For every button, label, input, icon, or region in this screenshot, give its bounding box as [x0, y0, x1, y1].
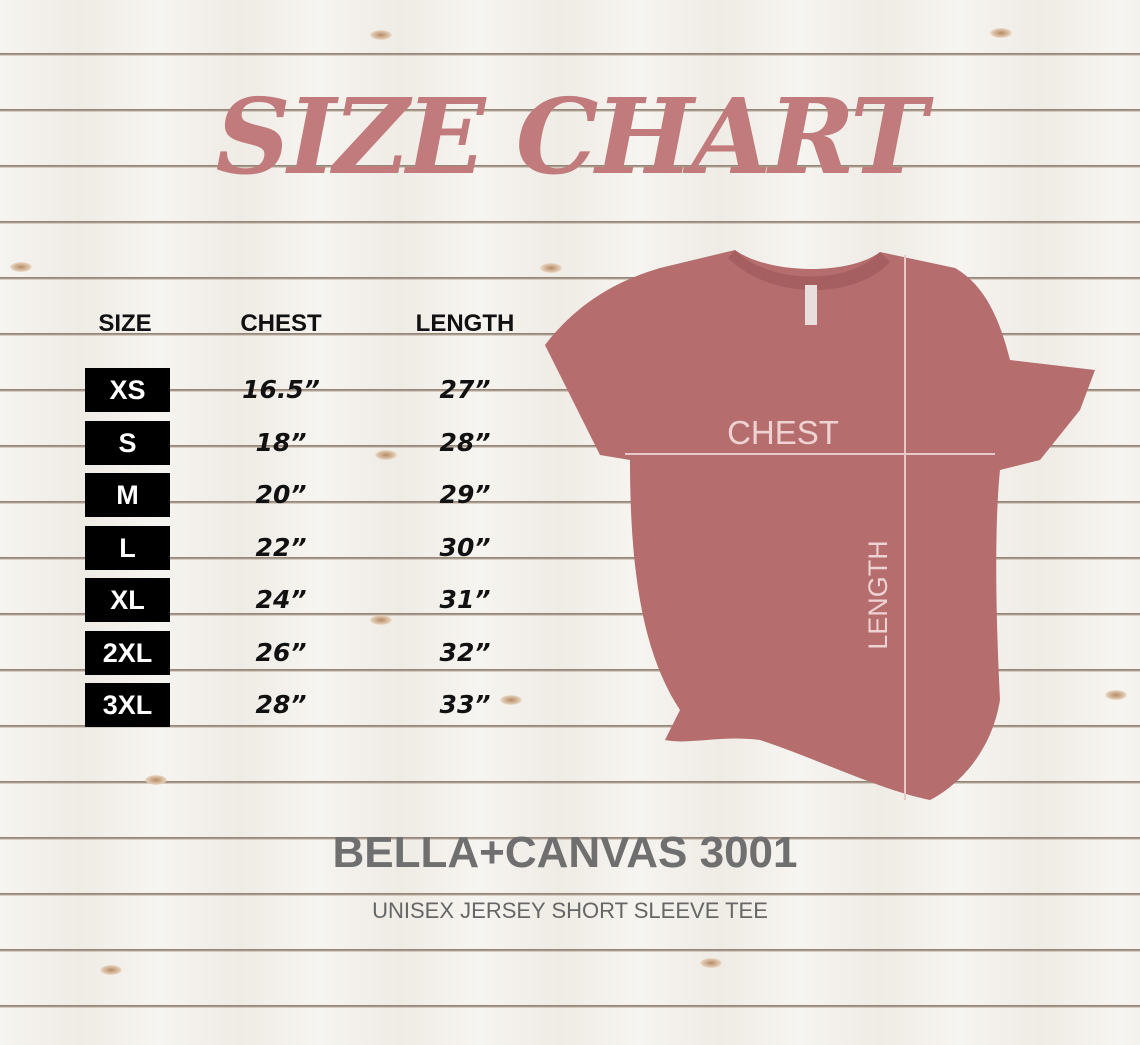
tshirt-icon	[545, 250, 1095, 800]
length-value: 31”	[439, 585, 491, 614]
header-length: LENGTH	[415, 310, 515, 337]
wood-knot	[145, 775, 167, 785]
table-row: XL 24” 31”	[85, 578, 545, 622]
table-row: M 20” 29”	[85, 473, 545, 517]
collar	[728, 250, 890, 291]
size-badge: M	[85, 473, 170, 517]
table-row: 3XL 28” 33”	[85, 683, 545, 727]
table-row: S 18” 28”	[85, 421, 545, 465]
chest-value: 20”	[255, 480, 307, 509]
table-row: 2XL 26” 32”	[85, 631, 545, 675]
size-badge: 2XL	[85, 631, 170, 675]
chest-value: 28”	[255, 690, 307, 719]
length-label: LENGTH	[863, 540, 893, 650]
length-value: 30”	[439, 533, 491, 562]
chest-label: CHEST	[727, 414, 839, 451]
chest-value: 18”	[255, 428, 307, 457]
wood-knot	[375, 450, 397, 460]
product-subtitle: UNISEX JERSEY SHORT SLEEVE TEE	[372, 898, 768, 923]
length-value: 27”	[439, 375, 491, 404]
size-badge: XS	[85, 368, 170, 412]
chest-value: 26”	[255, 638, 307, 667]
wood-knot	[370, 615, 392, 625]
length-value: 28”	[439, 428, 491, 457]
wood-knot	[1105, 690, 1127, 700]
wood-knot	[370, 30, 392, 40]
size-badge: XL	[85, 578, 170, 622]
wood-knot	[540, 263, 562, 273]
brand-name: BELLA+CANVAS 3001	[332, 828, 798, 877]
chest-value: 22”	[255, 533, 307, 562]
size-badge: S	[85, 421, 170, 465]
header-size: SIZE	[98, 310, 152, 337]
tag	[805, 285, 817, 325]
length-value: 33”	[439, 690, 491, 719]
chest-value: 24”	[255, 585, 307, 614]
size-badge: 3XL	[85, 683, 170, 727]
wood-knot	[10, 262, 32, 272]
wood-knot	[100, 965, 122, 975]
header-chest: CHEST	[240, 310, 322, 337]
table-row: XS 16.5” 27”	[85, 368, 545, 412]
wood-knot	[990, 28, 1012, 38]
size-badge: L	[85, 526, 170, 570]
wood-knot	[500, 695, 522, 705]
table-row: L 22” 30”	[85, 526, 545, 570]
length-value: 32”	[439, 638, 491, 667]
page-title: SIZE CHART	[215, 75, 928, 198]
chest-value: 16.5”	[242, 375, 320, 404]
wood-knot	[700, 958, 722, 968]
length-value: 29”	[439, 480, 491, 509]
